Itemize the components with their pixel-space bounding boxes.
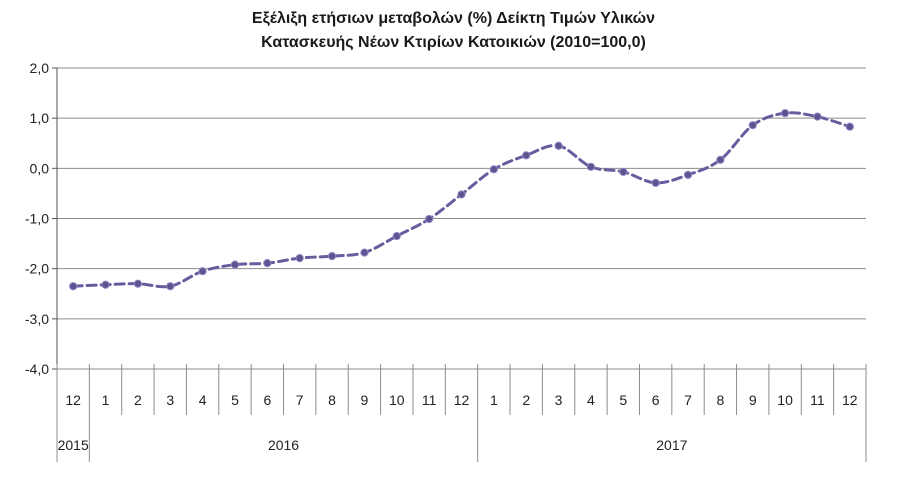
x-tick-label: 7 (296, 392, 304, 408)
x-tick-label: 11 (422, 392, 437, 408)
data-point (781, 109, 790, 118)
series-line (71, 111, 852, 289)
year-label: 2016 (268, 437, 299, 453)
data-point (586, 162, 596, 171)
x-tick-label: 8 (716, 392, 724, 408)
x-tick-label: 1 (102, 392, 110, 408)
x-tick-label: 9 (749, 392, 757, 408)
y-tick-label: -2,0 (25, 261, 49, 277)
y-tick-label: 2,0 (30, 60, 50, 76)
y-tick-label: 1,0 (30, 110, 50, 126)
x-tick-label: 2 (522, 392, 530, 408)
x-tick-label: 12 (65, 392, 81, 408)
data-point (813, 112, 822, 121)
data-point (748, 121, 757, 130)
y-tick-label: 0,0 (30, 160, 50, 176)
x-tick-label: 6 (652, 392, 660, 408)
x-tick-label: 10 (777, 392, 793, 408)
x-tick-label: 4 (587, 392, 595, 408)
x-tick-label: 3 (555, 392, 563, 408)
data-point (651, 178, 660, 187)
x-tick-label: 5 (619, 392, 627, 408)
x-tick-label: 6 (263, 392, 271, 408)
data-point (69, 282, 78, 291)
x-tick-label: 8 (328, 392, 336, 408)
data-point (101, 280, 110, 289)
x-tick-label: 5 (231, 392, 239, 408)
x-tick-label: 10 (389, 392, 405, 408)
data-point (133, 279, 142, 288)
data-point (166, 282, 175, 291)
y-tick-label: -4,0 (25, 361, 49, 377)
data-point (683, 170, 693, 179)
data-point (619, 167, 628, 176)
x-tick-label: 9 (361, 392, 369, 408)
data-point (425, 214, 434, 224)
x-tick-label: 1 (490, 392, 498, 408)
data-point (845, 122, 854, 131)
data-point (327, 252, 337, 261)
chart-title-line-2: Κατασκευής Νέων Κτιρίων Κατοικιών (2010=… (261, 34, 646, 51)
data-point (295, 254, 304, 263)
year-label: 2015 (58, 437, 89, 453)
data-point (360, 248, 369, 257)
data-point (522, 151, 531, 160)
chart-title-line-1: Εξέλιξη ετήσιων μεταβολών (%) Δείκτη Τιμ… (251, 10, 656, 27)
x-tick-label: 3 (166, 392, 174, 408)
y-tick-label: -1,0 (25, 211, 49, 227)
x-tick-label: 12 (454, 392, 470, 408)
data-point (230, 260, 240, 269)
data-point (489, 165, 498, 174)
x-tick-label: 7 (684, 392, 692, 408)
x-tick-label: 12 (842, 392, 858, 408)
x-tick-label: 11 (810, 392, 825, 408)
data-point (198, 267, 207, 276)
year-label: 2017 (656, 437, 687, 453)
x-tick-label: 4 (199, 392, 207, 408)
data-point (457, 190, 466, 199)
data-point (263, 259, 272, 268)
data-point (554, 141, 563, 150)
data-point (716, 155, 725, 164)
data-point (392, 231, 401, 241)
x-tick-label: 2 (134, 392, 142, 408)
y-tick-label: -3,0 (25, 311, 49, 327)
